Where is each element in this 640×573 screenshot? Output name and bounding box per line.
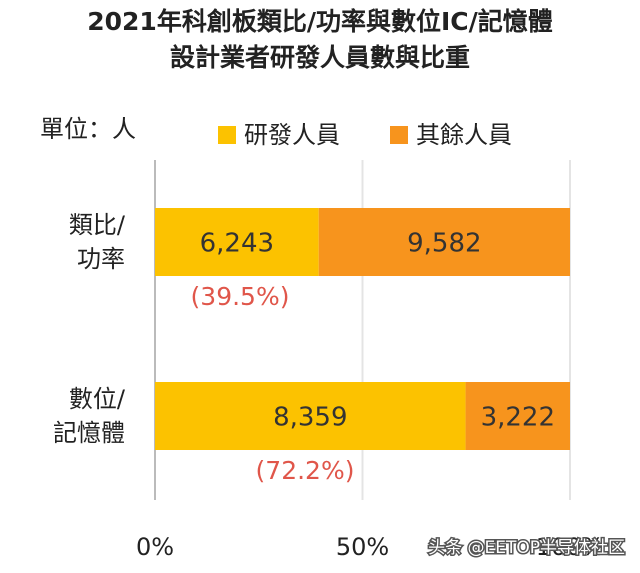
value-label: 3,222 <box>481 403 555 433</box>
category-label: 類比/ 功率 <box>68 211 125 273</box>
chart-title: 2021年科創板類比/功率與數位IC/記憶體 設計業者研發人員數與比重 <box>87 7 553 72</box>
legend-label: 研發人員 <box>244 121 340 149</box>
legend-swatch <box>218 126 236 144</box>
watermark: 头条 @EETOP半导体社区 <box>428 538 625 558</box>
bar-segment <box>465 382 570 450</box>
value-label: 8,359 <box>273 403 347 433</box>
x-tick-label: 50% <box>336 533 389 561</box>
category-label: 數位/ 記憶體 <box>53 385 125 447</box>
bar-segment <box>155 382 466 450</box>
legend-swatch <box>390 126 408 144</box>
share-label: (39.5%) <box>191 282 290 311</box>
legend-label: 其餘人員 <box>416 121 512 149</box>
unit-label: 單位：人 <box>40 115 136 143</box>
bar-segment <box>155 208 319 276</box>
share-label: (72.2%) <box>256 456 355 485</box>
x-tick-label: 0% <box>136 533 174 561</box>
x-tick-label: 100% <box>536 533 605 561</box>
bar-segment <box>318 208 570 276</box>
value-label: 9,582 <box>407 229 481 259</box>
value-label: 6,243 <box>200 229 274 259</box>
